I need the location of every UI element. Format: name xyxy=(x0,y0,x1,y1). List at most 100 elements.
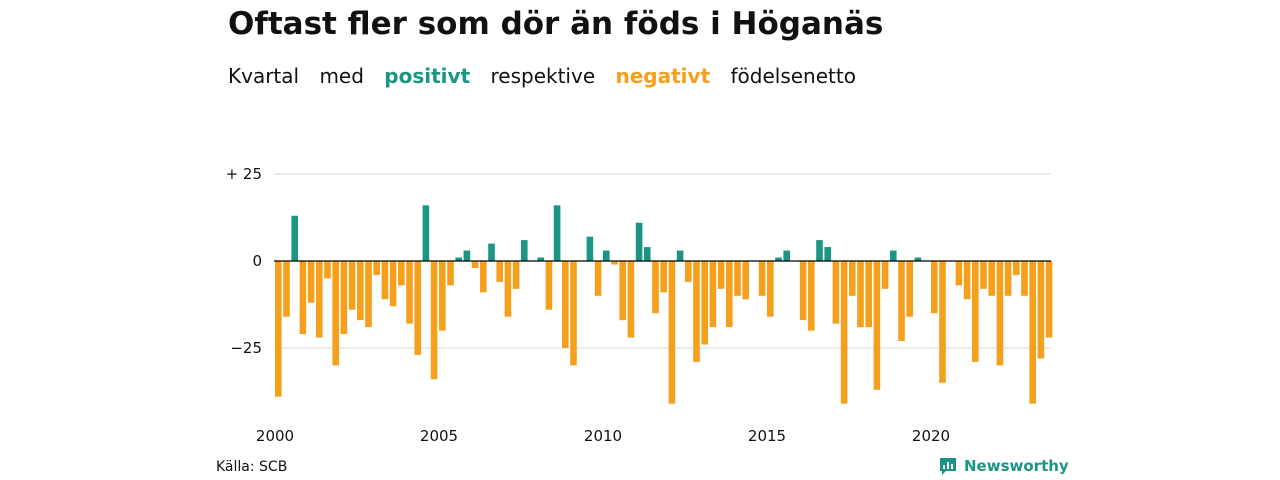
bar xyxy=(914,257,922,261)
bar xyxy=(570,261,577,366)
bar xyxy=(1029,261,1036,404)
bar xyxy=(611,261,618,265)
bar xyxy=(594,261,602,296)
bar xyxy=(562,261,569,348)
bar xyxy=(898,261,905,342)
bar xyxy=(1045,261,1053,338)
bar xyxy=(340,261,348,335)
bar xyxy=(627,261,635,338)
bar xyxy=(668,261,676,404)
x-tick-label: 2000 xyxy=(256,427,294,445)
bar xyxy=(881,261,889,289)
bar xyxy=(685,261,692,282)
bar xyxy=(890,250,897,261)
bar xyxy=(775,257,782,261)
subtitle-text-4: födelsenetto xyxy=(730,64,856,88)
bar xyxy=(316,261,323,338)
bar xyxy=(447,261,454,286)
bar xyxy=(857,261,864,328)
chart-subtitle: Kvartal med positivt respektive negativt… xyxy=(228,64,870,88)
bar xyxy=(701,261,708,345)
bar xyxy=(931,261,938,314)
bar xyxy=(389,261,397,307)
bar-layer xyxy=(275,205,1053,404)
bar xyxy=(357,261,364,321)
bar xyxy=(873,261,881,390)
bar xyxy=(619,261,626,321)
bar xyxy=(816,240,823,261)
source-label: Källa: SCB xyxy=(216,459,288,475)
bar xyxy=(348,261,356,310)
brand-name: Newsworthy xyxy=(964,457,1069,475)
bar xyxy=(808,261,815,331)
bar xyxy=(652,261,659,314)
subtitle-text-2: med xyxy=(319,64,364,88)
bar xyxy=(709,261,717,328)
bar xyxy=(840,261,848,404)
bar xyxy=(406,261,413,324)
bar xyxy=(463,250,471,261)
bar xyxy=(783,250,790,261)
bar xyxy=(488,243,495,261)
bar xyxy=(972,261,979,362)
bar xyxy=(471,261,479,268)
bar xyxy=(381,261,389,300)
bar xyxy=(603,250,610,261)
x-tick-label: 2015 xyxy=(748,427,786,445)
bar xyxy=(726,261,733,328)
bar xyxy=(422,205,430,261)
bar xyxy=(734,261,741,296)
bar xyxy=(504,261,512,317)
x-tick-label: 2020 xyxy=(912,427,950,445)
subtitle-negative: negativt xyxy=(615,64,711,88)
bar xyxy=(373,261,380,275)
bar xyxy=(644,247,651,261)
bar xyxy=(545,261,553,310)
bar xyxy=(635,222,643,261)
bar xyxy=(988,261,995,296)
bar xyxy=(299,261,307,335)
bar xyxy=(275,261,282,397)
bar xyxy=(291,215,298,261)
bar xyxy=(307,261,315,303)
grid-layer xyxy=(274,173,1051,349)
x-tick-label: 2010 xyxy=(584,427,622,445)
bar xyxy=(332,261,339,366)
bar xyxy=(365,261,372,328)
bar xyxy=(865,261,872,328)
bar xyxy=(996,261,1004,366)
chart-title: Oftast fler som dör än föds i Höganäs xyxy=(228,6,884,42)
bar xyxy=(742,261,749,300)
bar xyxy=(398,261,405,286)
bar xyxy=(537,257,544,261)
bar xyxy=(799,261,807,321)
subtitle-text-3: respektive xyxy=(490,64,596,88)
bar xyxy=(660,261,667,293)
bar xyxy=(963,261,971,300)
x-tick-label: 2005 xyxy=(420,427,458,445)
bar xyxy=(480,261,487,293)
bar xyxy=(414,261,421,355)
bar xyxy=(824,247,831,261)
bar xyxy=(553,205,561,261)
bar xyxy=(1013,261,1020,275)
bar xyxy=(283,261,290,317)
bar xyxy=(849,261,856,296)
bar xyxy=(939,261,946,383)
bar xyxy=(439,261,446,331)
bar xyxy=(1037,261,1045,359)
bar xyxy=(767,261,774,317)
bar xyxy=(586,236,594,261)
axis-layer: + 25 0 −25 2000 2005 2010 2015 2020 xyxy=(226,165,1051,445)
bar xyxy=(676,250,684,261)
bar xyxy=(455,257,462,261)
bar xyxy=(430,261,438,380)
bar xyxy=(955,261,963,286)
y-tick-label: 0 xyxy=(252,252,262,270)
bar xyxy=(717,261,725,289)
bar xyxy=(758,261,766,296)
bar xyxy=(693,261,700,362)
newsworthy-logo-icon xyxy=(940,458,956,475)
bar xyxy=(980,261,987,289)
